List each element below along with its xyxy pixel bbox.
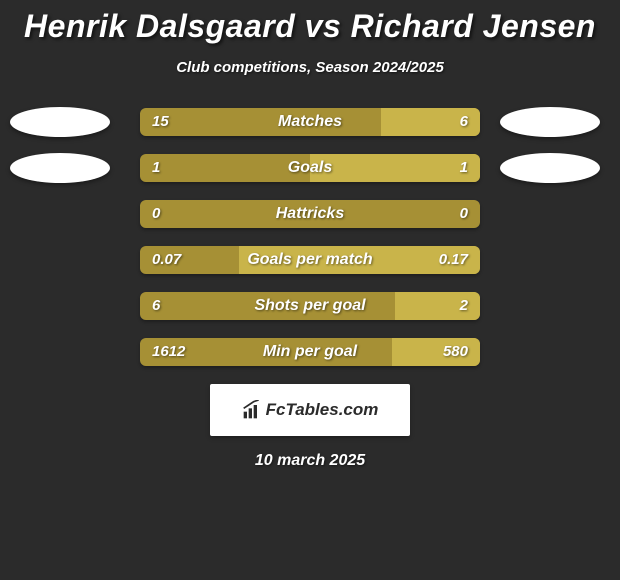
logo-box: FcTables.com <box>210 384 410 436</box>
team-ellipse <box>500 153 600 183</box>
stat-value-left: 0 <box>152 200 160 228</box>
stat-value-left: 0.07 <box>152 246 181 274</box>
stat-value-right: 6 <box>460 108 468 136</box>
stat-value-right: 2 <box>460 292 468 320</box>
stat-value-left: 6 <box>152 292 160 320</box>
stat-value-right: 1 <box>460 154 468 182</box>
stats-area: 156Matches11Goals00Hattricks0.070.17Goal… <box>0 108 620 366</box>
subtitle: Club competitions, Season 2024/2025 <box>0 59 620 76</box>
page-title: Henrik Dalsgaard vs Richard Jensen <box>0 0 620 45</box>
stat-bar <box>140 292 480 320</box>
stat-bar <box>140 154 480 182</box>
stat-value-left: 1 <box>152 154 160 182</box>
team-ellipse <box>500 107 600 137</box>
stat-row: 00Hattricks <box>0 200 620 228</box>
stat-row: 1612580Min per goal <box>0 338 620 366</box>
logo: FcTables.com <box>242 400 379 420</box>
stat-bar-right <box>310 154 480 182</box>
team-ellipse <box>10 153 110 183</box>
stat-value-right: 0 <box>460 200 468 228</box>
stat-value-right: 580 <box>443 338 468 366</box>
date-label: 10 march 2025 <box>0 452 620 470</box>
stat-value-left: 1612 <box>152 338 185 366</box>
stat-bar <box>140 338 480 366</box>
stat-row: 0.070.17Goals per match <box>0 246 620 274</box>
stat-value-right: 0.17 <box>439 246 468 274</box>
stat-value-left: 15 <box>152 108 169 136</box>
stat-bar <box>140 246 480 274</box>
logo-text: FcTables.com <box>266 400 379 420</box>
team-ellipse <box>10 107 110 137</box>
stat-row: 62Shots per goal <box>0 292 620 320</box>
stat-bar <box>140 200 480 228</box>
stat-bar <box>140 108 480 136</box>
barchart-icon <box>242 400 262 420</box>
